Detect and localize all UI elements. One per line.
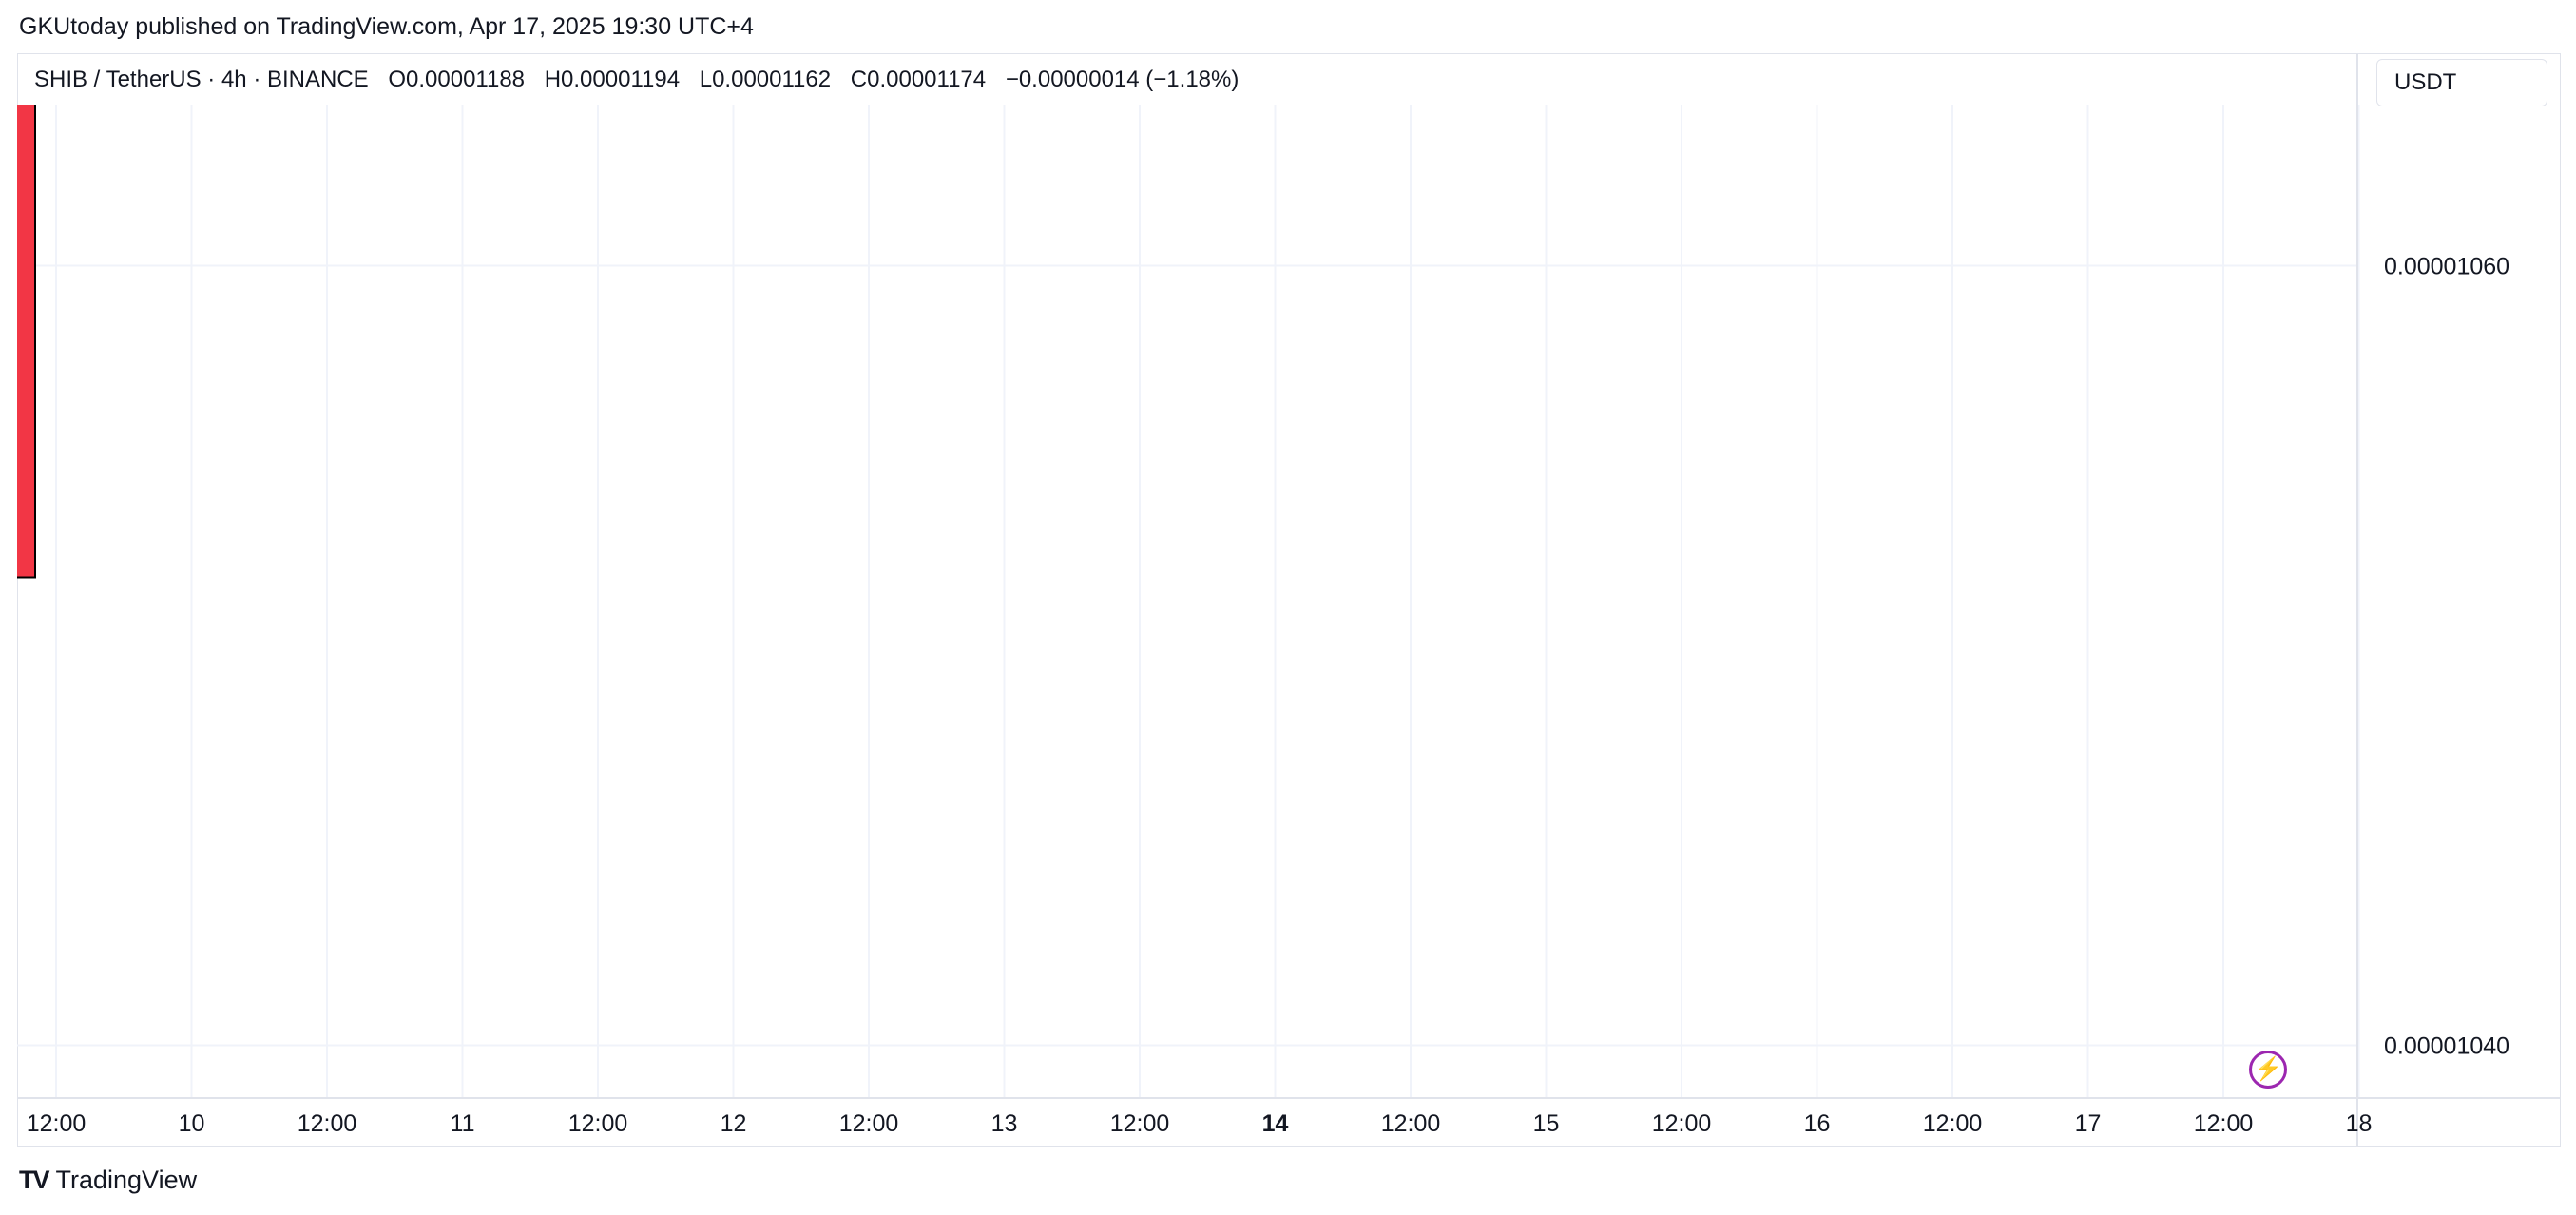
x-tick-label: 12 <box>721 1110 747 1137</box>
candle <box>17 105 36 579</box>
high-value: H0.00001194 <box>544 67 681 92</box>
x-tick-label: 13 <box>991 1110 1018 1137</box>
y-tick-label: 0.00001060 <box>2384 254 2509 280</box>
x-tick-label: 14 <box>1262 1110 1289 1137</box>
x-tick-label: 16 <box>1804 1110 1831 1137</box>
x-tick-label: 18 <box>2346 1110 2373 1137</box>
tradingview-logo-icon: TV <box>19 1166 49 1194</box>
currency-button[interactable]: USDT <box>2376 59 2547 106</box>
x-tick-label: 10 <box>179 1110 205 1137</box>
chart-frame <box>17 53 2561 1147</box>
ohlc-legend: SHIB / TetherUS · 4h · BINANCE O0.000011… <box>34 67 1252 93</box>
x-tick-label: 12:00 <box>1381 1110 1441 1137</box>
low-value: L0.00001162 <box>699 67 832 92</box>
y-tick-label: 0.00001040 <box>2384 1033 2509 1060</box>
brand-label: TradingView <box>55 1166 198 1194</box>
x-tick-label: 12:00 <box>298 1110 357 1137</box>
x-tick-label: 12:00 <box>1652 1110 1712 1137</box>
candle-body <box>17 105 36 579</box>
grid <box>17 105 2360 1098</box>
plot-area <box>17 105 36 579</box>
x-tick-label: 11 <box>451 1110 475 1137</box>
x-tick-label: 12:00 <box>27 1110 87 1137</box>
lightning-icon[interactable]: ⚡ <box>2249 1051 2287 1089</box>
x-tick-label: 12:00 <box>2194 1110 2254 1137</box>
tradingview-brand[interactable]: TV TradingView <box>19 1166 197 1195</box>
x-tick-label: 12:00 <box>1923 1110 1983 1137</box>
x-tick-label: 17 <box>2075 1110 2102 1137</box>
open-value: O0.00001188 <box>388 67 526 92</box>
publisher-line: GKUtoday published on TradingView.com, A… <box>19 13 754 40</box>
close-value: C0.00001174 <box>850 67 987 92</box>
x-tick-label: 12:00 <box>1110 1110 1170 1137</box>
symbol-label[interactable]: SHIB / TetherUS · 4h · BINANCE <box>34 67 369 92</box>
x-tick-label: 12:00 <box>568 1110 628 1137</box>
x-tick-label: 12:00 <box>839 1110 899 1137</box>
x-tick-label: 15 <box>1533 1110 1560 1137</box>
change-value: −0.00000014 (−1.18%) <box>1005 67 1240 92</box>
